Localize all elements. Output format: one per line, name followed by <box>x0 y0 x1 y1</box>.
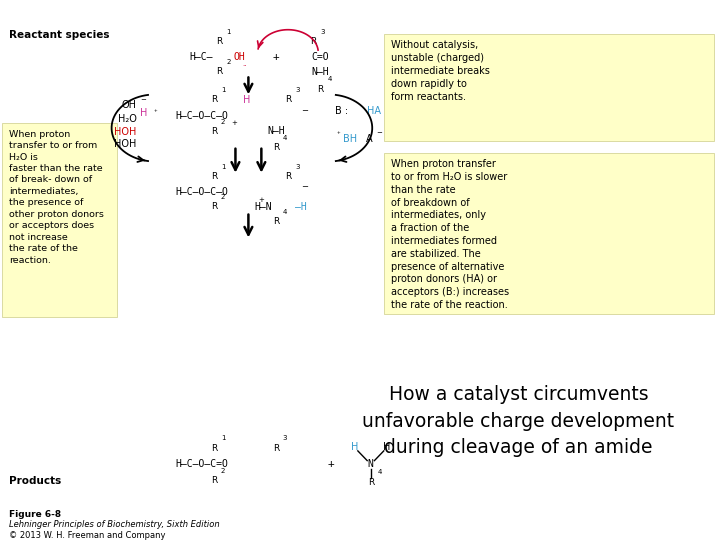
Text: H₂O: H₂O <box>118 114 137 124</box>
Text: R: R <box>285 96 291 104</box>
Text: When proton transfer
to or from H₂O is slower
than the rate
of breakdown of
inte: When proton transfer to or from H₂O is s… <box>391 159 509 310</box>
Text: 4: 4 <box>328 76 332 83</box>
Text: R: R <box>211 172 217 181</box>
Text: R: R <box>211 96 217 104</box>
FancyBboxPatch shape <box>384 34 714 141</box>
Text: OH: OH <box>234 52 246 62</box>
Text: N—H: N—H <box>267 126 284 136</box>
Text: A: A <box>366 134 372 144</box>
Text: HOH: HOH <box>114 127 137 137</box>
Text: 1: 1 <box>221 435 225 442</box>
Text: H: H <box>351 442 359 451</box>
Text: N: N <box>368 460 374 469</box>
Text: Products: Products <box>9 476 61 485</box>
Text: 2: 2 <box>227 59 231 65</box>
Text: N—H: N—H <box>312 67 329 77</box>
Text: Reactant species: Reactant species <box>9 30 109 40</box>
Text: R: R <box>211 444 217 453</box>
Text: +: + <box>328 460 335 469</box>
Text: —H: —H <box>295 202 307 212</box>
Text: 4: 4 <box>283 134 287 141</box>
Text: −: − <box>301 106 308 115</box>
Text: ⁺: ⁺ <box>153 110 157 117</box>
Text: R: R <box>217 37 222 46</box>
Text: H—N: H—N <box>254 202 271 212</box>
Text: R: R <box>273 143 279 152</box>
Text: B :: B : <box>335 106 348 116</box>
Text: H: H <box>140 109 148 118</box>
Text: +: + <box>258 197 264 204</box>
Text: R: R <box>310 37 316 46</box>
Text: ..: .. <box>243 60 247 67</box>
Text: ⁺: ⁺ <box>337 132 341 138</box>
Text: R: R <box>211 202 217 211</box>
Text: R: R <box>318 85 323 93</box>
Text: 4: 4 <box>378 469 382 476</box>
Text: Without catalysis,
unstable (charged)
intermediate breaks
down rapidly to
form r: Without catalysis, unstable (charged) in… <box>391 40 490 102</box>
Text: +: + <box>231 120 237 126</box>
FancyBboxPatch shape <box>2 123 117 317</box>
Text: BH: BH <box>343 134 358 144</box>
Text: OH: OH <box>122 100 137 110</box>
Text: HOH: HOH <box>114 139 137 149</box>
Text: 3: 3 <box>295 87 300 93</box>
Text: Lehninger Principles of Biochemistry, Sixth Edition: Lehninger Principles of Biochemistry, Si… <box>9 521 220 529</box>
Text: How a catalyst circumvents
unfavorable charge development
during cleavage of an : How a catalyst circumvents unfavorable c… <box>362 385 675 457</box>
Text: H—C—O—C=O: H—C—O—C=O <box>175 460 228 469</box>
Text: R: R <box>217 68 222 76</box>
Text: R: R <box>211 476 217 485</box>
Text: +: + <box>272 52 279 62</box>
Text: H—C—: H—C— <box>190 52 213 62</box>
Text: H: H <box>383 442 390 451</box>
Text: 2: 2 <box>221 118 225 125</box>
Text: 2: 2 <box>221 468 225 474</box>
Text: H: H <box>243 95 251 105</box>
Text: © 2013 W. H. Freeman and Company: © 2013 W. H. Freeman and Company <box>9 531 165 540</box>
Text: R: R <box>273 444 279 453</box>
Text: H—C—O—C—O: H—C—O—C—O <box>175 187 228 197</box>
Text: Figure 6-8: Figure 6-8 <box>9 510 60 518</box>
Text: R: R <box>285 172 291 181</box>
Text: 2: 2 <box>221 194 225 200</box>
Text: 3: 3 <box>283 435 287 442</box>
Text: 4: 4 <box>283 209 287 215</box>
Text: −: − <box>301 182 308 191</box>
Text: −: − <box>376 130 382 137</box>
Text: R: R <box>211 127 217 136</box>
Text: R: R <box>368 478 374 487</box>
Text: R: R <box>273 218 279 226</box>
Text: 1: 1 <box>227 29 231 35</box>
FancyBboxPatch shape <box>384 153 714 314</box>
Text: 1: 1 <box>221 87 225 93</box>
Text: C=O: C=O <box>312 52 329 62</box>
Text: H—C—O—C—O: H—C—O—C—O <box>175 111 228 121</box>
Text: 1: 1 <box>221 164 225 170</box>
Text: 3: 3 <box>295 164 300 170</box>
Text: −: − <box>140 97 146 103</box>
Text: HA: HA <box>367 106 381 116</box>
Text: When proton
transfer to or from
H₂O is
faster than the rate
of break- down of
in: When proton transfer to or from H₂O is f… <box>9 130 104 265</box>
Text: 3: 3 <box>320 29 325 35</box>
